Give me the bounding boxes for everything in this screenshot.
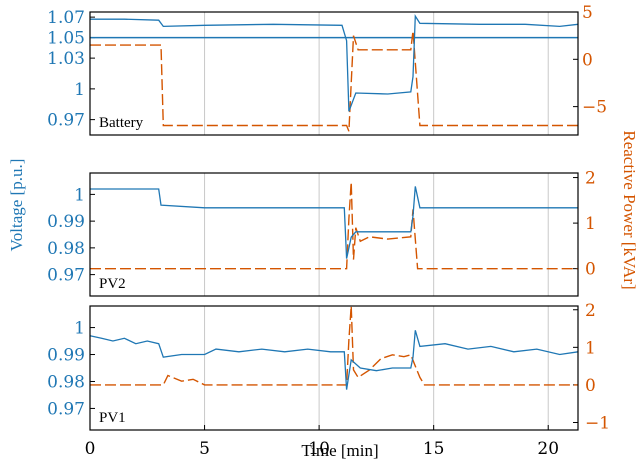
- y-tick-label-voltage: 1: [74, 80, 85, 100]
- y-tick-label-voltage: 0.98: [47, 239, 85, 259]
- y-tick-label-reactive: −1: [585, 413, 610, 433]
- x-axis-ticks: 0 5 10 15 20: [85, 425, 559, 459]
- y-tick-label-voltage: 1.03: [47, 49, 85, 69]
- y-tick-label-voltage: 1.07: [47, 8, 85, 28]
- y-axis-label-voltage: Voltage [p.u.]: [7, 159, 26, 252]
- panel-label: PV2: [99, 276, 126, 292]
- y-tick-label-voltage: 0.97: [47, 111, 85, 131]
- x-tick-label: 5: [199, 439, 210, 459]
- y-tick-label-voltage: 1.05: [47, 29, 85, 49]
- chart-panels: 0.97 1 1.031.051.07 −5 0 5 Battery 0.97 0.98 0.99…: [47, 3, 610, 433]
- y-tick-label-reactive: 0: [585, 260, 596, 280]
- y-tick-label-reactive: 1: [585, 214, 596, 234]
- series-voltage: [90, 186, 578, 259]
- panel-frame: [89, 11, 579, 136]
- y-tick-label-voltage: 0.99: [47, 212, 85, 232]
- y-tick-label-voltage: 1: [74, 319, 85, 339]
- y-tick-label-reactive: 2: [585, 169, 596, 189]
- y-tick-label-reactive: 2: [585, 301, 596, 321]
- y-tick-label-voltage: 0.98: [47, 372, 85, 392]
- series-voltage: [89, 330, 579, 390]
- x-tick-label: 20: [537, 439, 559, 459]
- y-tick-label-voltage: 0.97: [47, 399, 85, 419]
- x-tick-label: 10: [308, 439, 330, 459]
- series-reactive-power: [90, 305, 578, 386]
- x-axis-label: Time [min]: [301, 441, 378, 460]
- y-tick-label-voltage: 0.99: [47, 346, 85, 366]
- y-tick-label-reactive: 1: [585, 338, 596, 358]
- x-tick-label: 15: [423, 439, 445, 459]
- series-voltage: [90, 13, 579, 112]
- panel-label: Battery: [99, 115, 144, 131]
- y-tick-label-reactive: 0: [582, 50, 593, 70]
- series-reactive-power: [90, 182, 578, 270]
- panel-label: PV1: [99, 410, 126, 426]
- y-tick-label-voltage: 1: [74, 185, 85, 205]
- panel-battery: 0.97 1 1.031.051.07 −5 0 5 Battery: [47, 3, 607, 136]
- panel-frame: [89, 305, 579, 431]
- panel-pv1: 0.97 0.98 0.99 1 −1 0 1 2 PV1: [47, 301, 610, 434]
- y-tick-label-reactive: 0: [585, 376, 596, 396]
- y-axis-label-reactive: Reactive Power [kVAr]: [620, 130, 639, 289]
- series-reactive-power: [90, 30, 578, 132]
- panel-frame: [89, 172, 579, 297]
- y-tick-label-voltage: 0.97: [47, 266, 85, 286]
- panel-pv2: 0.97 0.98 0.99 1 0 1 2 PV2: [47, 169, 596, 297]
- y-tick-label-reactive: −5: [582, 98, 607, 118]
- y-tick-label-reactive: 5: [582, 3, 593, 23]
- x-tick-label: 0: [85, 439, 96, 459]
